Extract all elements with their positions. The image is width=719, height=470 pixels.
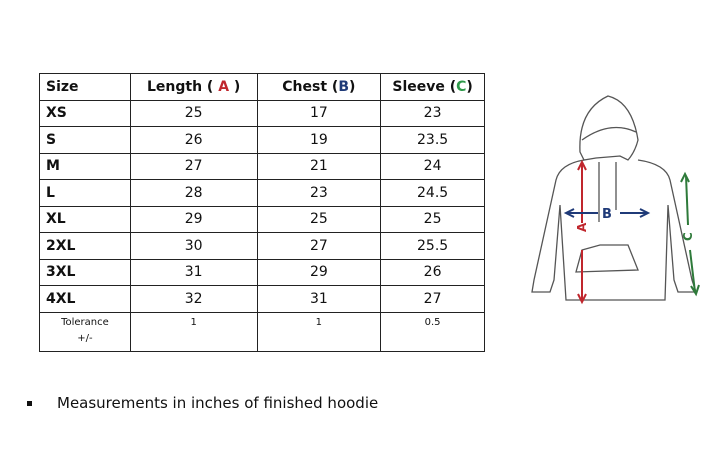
- cell-size: 4XL: [39, 285, 131, 313]
- cell-chest: 27: [256, 232, 382, 260]
- cell-length: 30: [129, 232, 258, 260]
- cell-chest: 31: [256, 285, 382, 313]
- table-row: 4XL 32 31 27: [39, 285, 485, 313]
- label-b: B: [602, 207, 612, 222]
- measurement-note: Measurements in inches of finished hoodi…: [57, 394, 379, 412]
- size-chart-table: Size Length ( A ) Chest (B) Sleeve (C) X…: [39, 73, 485, 352]
- header-sleeve: Sleeve (C): [380, 73, 485, 101]
- sleeve-arrow-c: [680, 171, 700, 297]
- cell-sleeve: 26: [380, 258, 485, 286]
- hoodie-diagram: A B C: [531, 95, 700, 305]
- cell-size: XL: [39, 205, 131, 233]
- cell-chest: 29: [256, 258, 382, 286]
- cell-size: XS: [39, 99, 131, 127]
- table-row: XS 25 17 23: [39, 99, 485, 127]
- cell-length: 28: [129, 179, 258, 207]
- cell-size: 3XL: [39, 258, 131, 286]
- cell-length: 26: [129, 126, 258, 154]
- header-row: Size Length ( A ) Chest (B) Sleeve (C): [39, 73, 485, 101]
- cell-sleeve: 24.5: [380, 179, 485, 207]
- table-row: L 28 23 24.5: [39, 179, 485, 207]
- tolerance-row: Tolerance +/- 1 1 0.5: [39, 311, 485, 352]
- cell-length: 31: [129, 258, 258, 286]
- table-row: XL 29 25 25: [39, 205, 485, 233]
- cell-length: 27: [129, 152, 258, 180]
- cell-chest: 1: [256, 311, 382, 352]
- hoodie-outline: [579, 95, 639, 161]
- bullet-icon: [27, 401, 32, 406]
- chest-arrow-b: [563, 208, 651, 218]
- cell-chest: 17: [256, 99, 382, 127]
- table-row: 2XL 30 27 25.5: [39, 232, 485, 260]
- cell-sleeve: 25: [380, 205, 485, 233]
- cell-length: 32: [129, 285, 258, 313]
- cell-length: 1: [129, 311, 258, 352]
- table-row: S 26 19 23.5: [39, 126, 485, 154]
- label-c: C: [681, 232, 695, 241]
- cell-chest: 21: [256, 152, 382, 180]
- cell-size: L: [39, 179, 131, 207]
- cell-chest: 19: [256, 126, 382, 154]
- header-chest: Chest (B): [256, 73, 382, 101]
- cell-size: S: [39, 126, 131, 154]
- label-a: A: [575, 222, 589, 232]
- cell-sleeve: 24: [380, 152, 485, 180]
- cell-tolerance-label: Tolerance +/-: [39, 311, 131, 352]
- cell-sleeve: 0.5: [380, 311, 485, 352]
- cell-chest: 25: [256, 205, 382, 233]
- cell-size: 2XL: [39, 232, 131, 260]
- header-length: Length ( A ): [129, 73, 258, 101]
- cell-length: 29: [129, 205, 258, 233]
- table-row: M 27 21 24: [39, 152, 485, 180]
- cell-size: M: [39, 152, 131, 180]
- cell-chest: 23: [256, 179, 382, 207]
- cell-sleeve: 23: [380, 99, 485, 127]
- cell-sleeve: 27: [380, 285, 485, 313]
- cell-sleeve: 25.5: [380, 232, 485, 260]
- table-row: 3XL 31 29 26: [39, 258, 485, 286]
- header-size: Size: [39, 73, 131, 101]
- cell-sleeve: 23.5: [380, 126, 485, 154]
- cell-length: 25: [129, 99, 258, 127]
